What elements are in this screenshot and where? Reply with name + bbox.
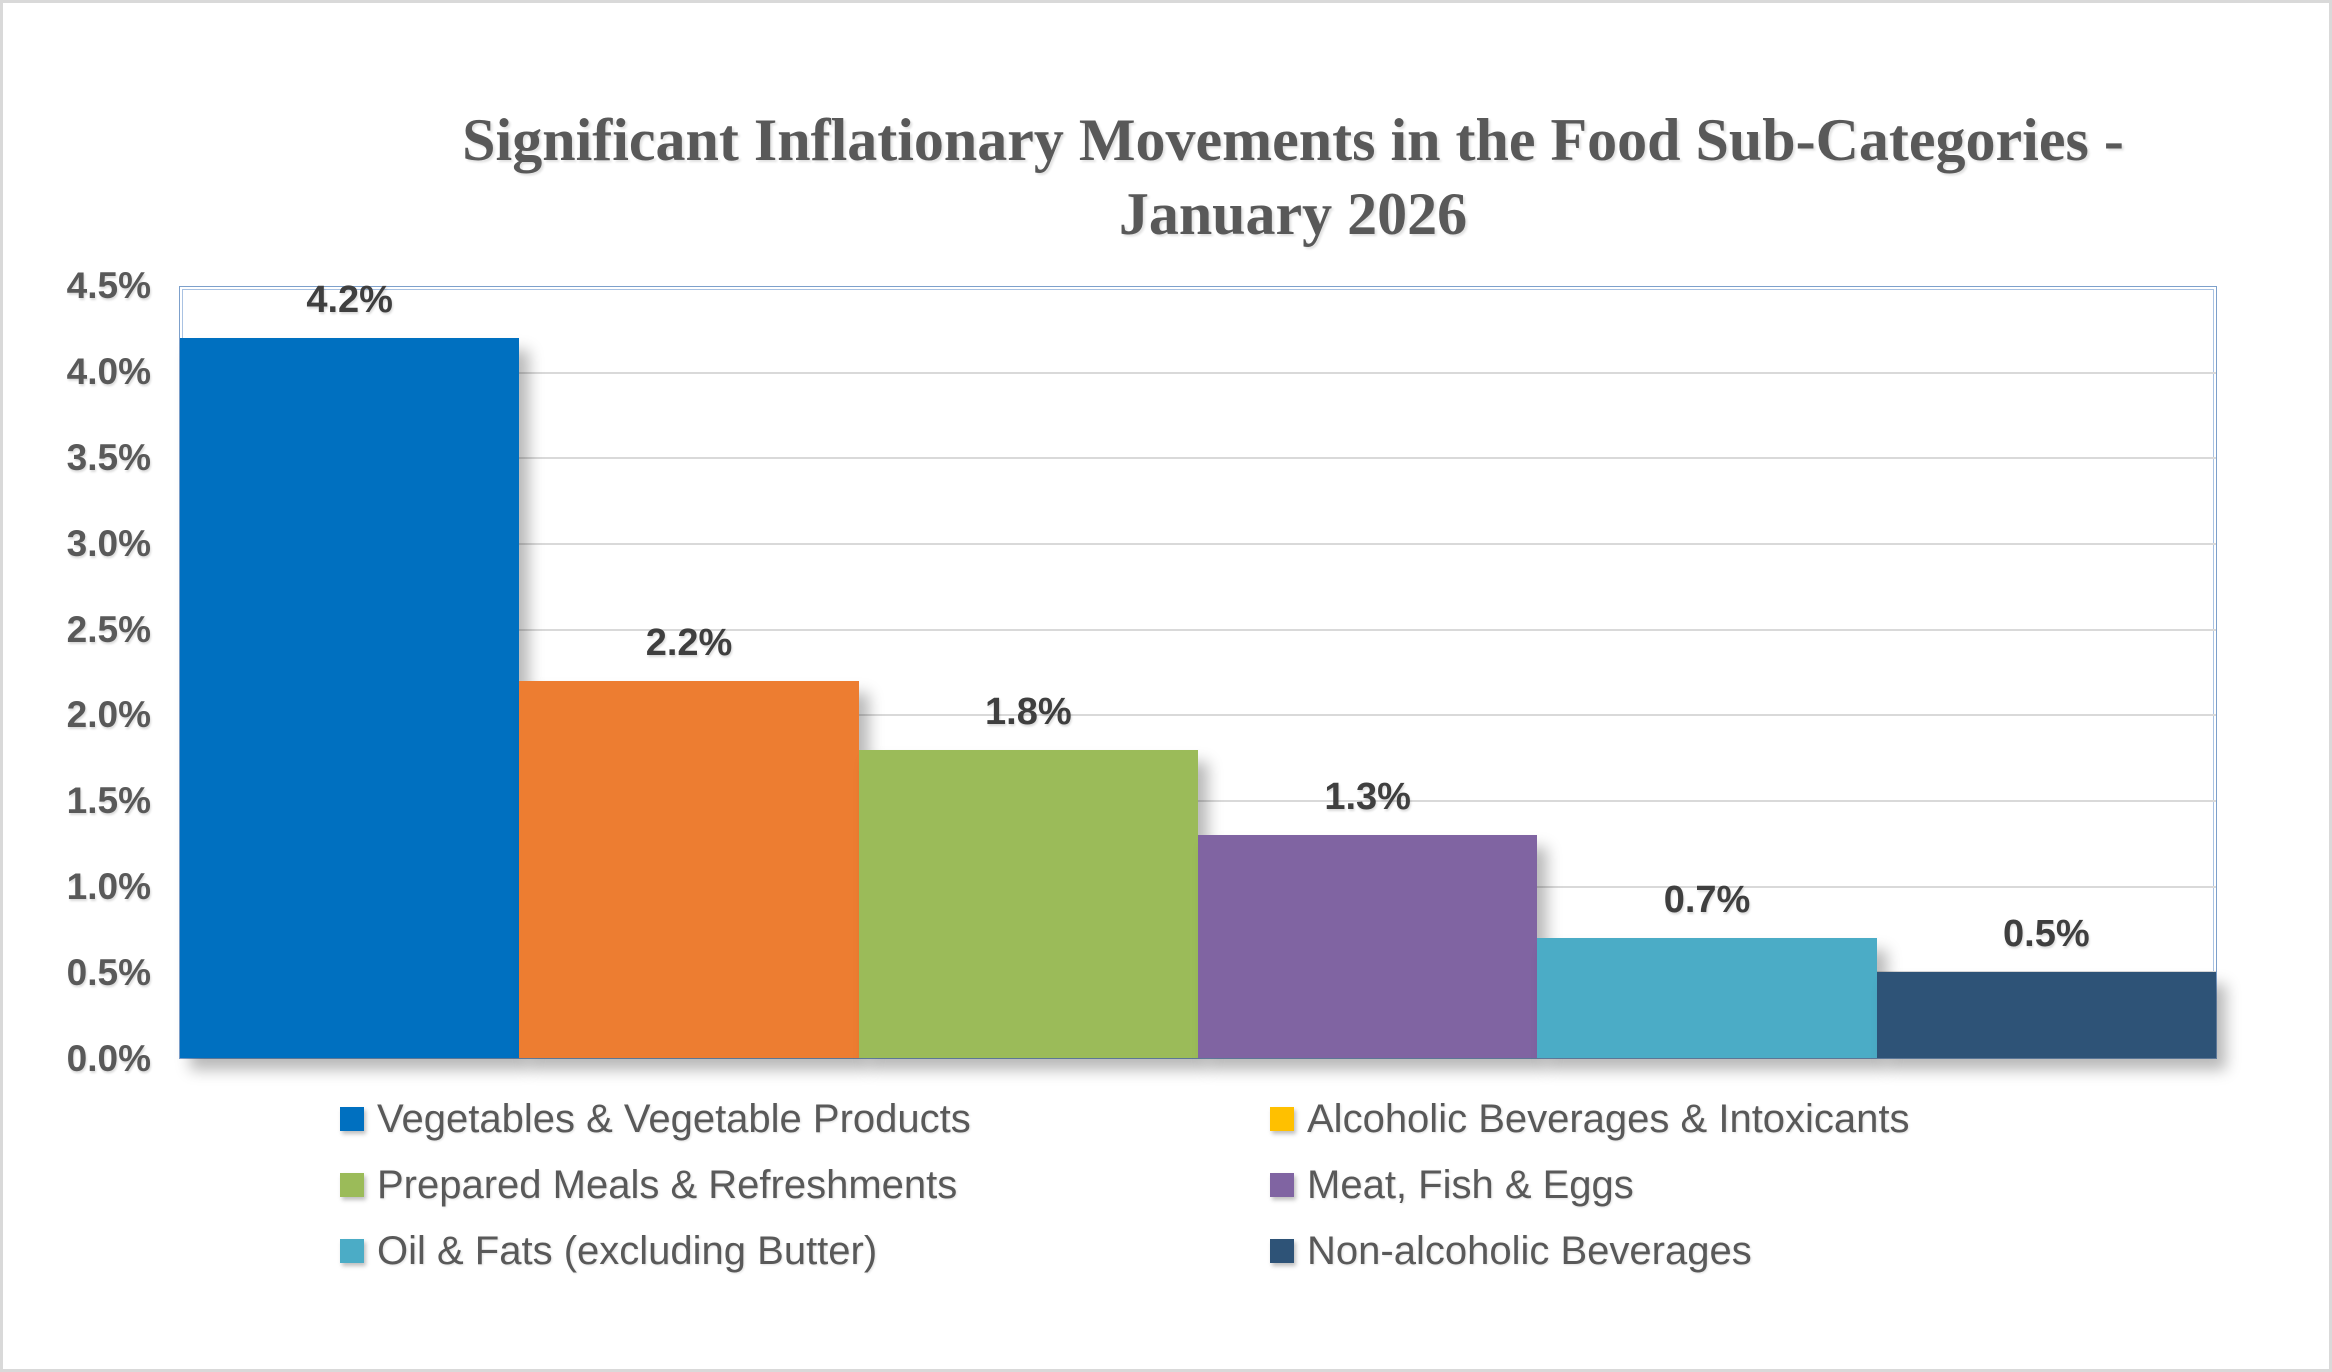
bar bbox=[1537, 938, 1877, 1058]
y-tick-label: 4.5% bbox=[66, 265, 151, 306]
legend-label: Alcoholic Beverages & Intoxicants bbox=[1307, 1096, 1910, 1141]
legend-label: Meat, Fish & Eggs bbox=[1307, 1162, 1634, 1207]
legend-swatch bbox=[1270, 1173, 1294, 1197]
legend-item: Prepared Meals & Refreshments bbox=[340, 1162, 1270, 1207]
gridline bbox=[180, 371, 2216, 374]
legend: Vegetables & Vegetable Products Alcoholic… bbox=[340, 1096, 1910, 1273]
gridline bbox=[180, 799, 2216, 802]
legend-item: Vegetables & Vegetable Products bbox=[340, 1096, 1270, 1141]
y-tick-label: 1.0% bbox=[66, 866, 151, 908]
bar bbox=[180, 338, 520, 1058]
gridline bbox=[180, 457, 2216, 460]
legend-label: Vegetables & Vegetable Products bbox=[377, 1096, 971, 1141]
bar bbox=[1876, 972, 2216, 1058]
legend-swatch bbox=[1270, 1239, 1294, 1263]
legend-swatch bbox=[340, 1173, 364, 1197]
plot-area: 4.2% 2.2% 1.8% 1.3% 0.7% 0.5% bbox=[179, 279, 2217, 1059]
bar-value-label: 1.8% bbox=[985, 690, 1072, 733]
legend-item: Meat, Fish & Eggs bbox=[1270, 1162, 1910, 1207]
y-axis: 0.0% 0.5% 1.0% 1.5% 2.0% 2.5% 3.0% 3.5% 4.0% 4.5% bbox=[3, 265, 151, 1079]
legend-label: Non-alcoholic Beverages bbox=[1307, 1228, 1752, 1273]
y-tick-label: 3.0% bbox=[66, 522, 151, 564]
bar-value-label: 2.2% bbox=[645, 622, 733, 665]
chart-title-line-1: Significant Inflationary Movements in th… bbox=[462, 107, 2124, 173]
y-tick-label: 2.0% bbox=[66, 694, 151, 736]
bar-value-label: 0.5% bbox=[2003, 913, 2090, 956]
gridline bbox=[180, 714, 2216, 717]
y-tick-label: 0.5% bbox=[66, 952, 151, 994]
y-tick-label: 3.5% bbox=[66, 436, 151, 478]
gridline bbox=[180, 542, 2216, 545]
legend-swatch bbox=[1270, 1107, 1294, 1131]
bar bbox=[519, 681, 859, 1058]
bar-value-label: 1.3% bbox=[1324, 776, 1411, 819]
y-tick-label: 0.0% bbox=[66, 1038, 151, 1079]
y-tick-label: 4.0% bbox=[66, 350, 151, 392]
legend-item: Alcoholic Beverages & Intoxicants bbox=[1270, 1096, 1910, 1141]
bar-value-label: 0.7% bbox=[1663, 879, 1751, 922]
bar bbox=[1198, 835, 1538, 1058]
gridline bbox=[180, 628, 2216, 631]
legend-swatch bbox=[340, 1107, 364, 1131]
legend-label: Oil & Fats (excluding Butter) bbox=[377, 1228, 878, 1273]
bar bbox=[858, 749, 1198, 1058]
chart-title: Significant Inflationary Movements in th… bbox=[263, 103, 2323, 251]
y-tick-label: 1.5% bbox=[66, 780, 151, 822]
chart-title-line-2: January 2026 bbox=[1118, 181, 1468, 247]
bar-value-label: 4.2% bbox=[306, 279, 393, 322]
legend-item: Non-alcoholic Beverages bbox=[1270, 1228, 1910, 1273]
y-tick-label: 2.5% bbox=[66, 608, 151, 650]
legend-swatch bbox=[340, 1239, 364, 1263]
legend-label: Prepared Meals & Refreshments bbox=[377, 1162, 958, 1207]
legend-item: Oil & Fats (excluding Butter) bbox=[340, 1228, 1270, 1273]
